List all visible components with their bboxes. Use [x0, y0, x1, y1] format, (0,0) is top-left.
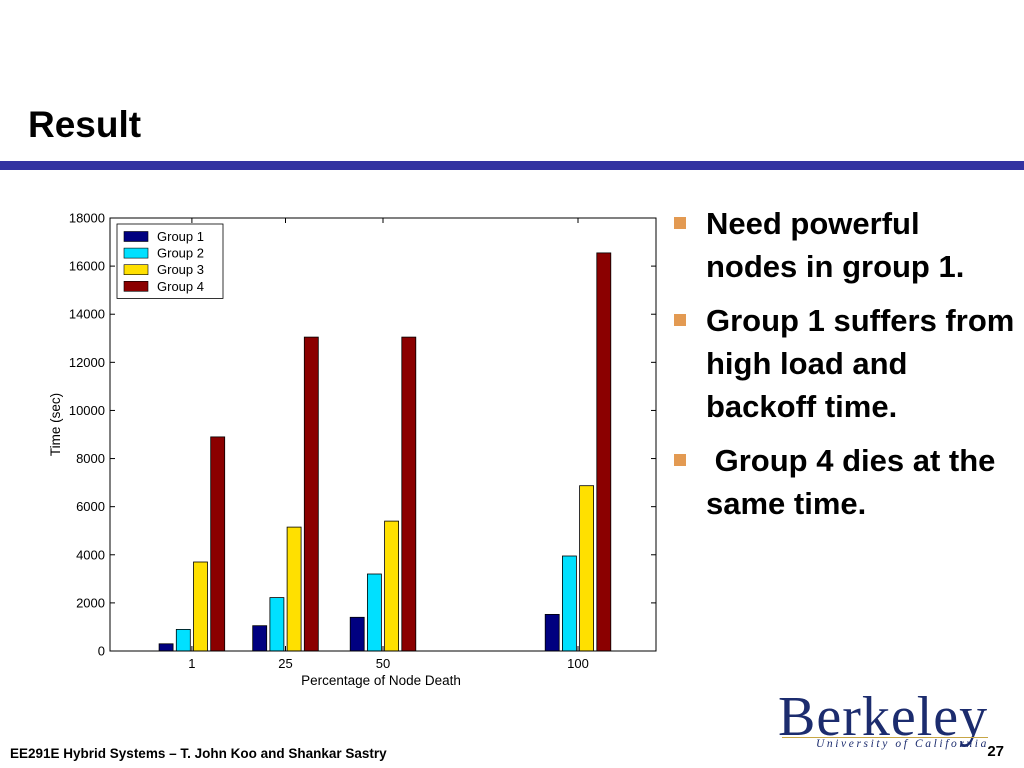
bullet-list: Need powerful nodes in group 1. Group 1 … [668, 202, 1018, 536]
legend-entry: Group 2 [157, 246, 204, 261]
bullet-text: Need powerful nodes in group 1. [706, 206, 965, 284]
y-tick-label: 12000 [69, 355, 105, 370]
bar-group-3-25 [286, 526, 302, 652]
logo-rule [782, 737, 988, 738]
legend-entry: Group 1 [157, 229, 204, 244]
bullet-item: Need powerful nodes in group 1. [668, 202, 1018, 288]
bar-group-2-100 [562, 555, 577, 652]
bar-group-4-50 [401, 336, 417, 652]
square-bullet-icon [674, 217, 686, 229]
slide-title: Result [28, 104, 142, 145]
bar-group-3-1 [193, 561, 208, 652]
bar-group-3-100 [579, 485, 594, 652]
y-tick-label: 16000 [69, 259, 105, 274]
bullet-text: Group 1 suffers from high load and backo… [706, 303, 1015, 424]
y-tick-label: 6000 [76, 499, 105, 514]
legend-swatch [123, 281, 149, 292]
bar-group-2-25 [269, 597, 285, 652]
x-tick-label: 50 [376, 656, 390, 671]
y-tick-label: 2000 [76, 595, 105, 610]
y-tick-label: 8000 [76, 451, 105, 466]
title-divider [0, 161, 1024, 170]
bar-group-3-50 [384, 520, 400, 652]
bar-chart: 0 2000 4000 6000 8000 10000 12000 14000 16000 180… [48, 211, 657, 688]
legend-swatch [123, 264, 149, 275]
bar-group-1-1 [158, 643, 174, 652]
bullet-item: Group 4 dies at the same time. [668, 439, 1018, 525]
bar-group-4-100 [596, 252, 612, 652]
bar-group-2-1 [175, 628, 191, 652]
page-number: 27 [987, 743, 1004, 760]
bar-group-4-25 [303, 336, 319, 652]
square-bullet-icon [674, 314, 686, 326]
bar-group-4-1 [210, 436, 226, 652]
legend-swatch [123, 231, 149, 242]
y-axis-label: Time (sec) [48, 393, 63, 456]
x-axis-label: Percentage of Node Death [301, 673, 461, 688]
y-tick-label: 18000 [69, 211, 105, 226]
square-bullet-icon [674, 454, 686, 466]
y-tick-label: 0 [98, 644, 105, 659]
footer-text: EE291E Hybrid Systems – T. John Koo and … [10, 746, 387, 761]
x-tick-label: 25 [278, 656, 292, 671]
legend-entry: Group 3 [157, 262, 204, 277]
bar-group-2-50 [366, 573, 382, 652]
x-tick-label: 100 [567, 656, 589, 671]
x-tick-label: 1 [188, 656, 195, 671]
berkeley-logo: Berkeley University of California [776, 686, 992, 756]
bullet-item: Group 1 suffers from high load and backo… [668, 299, 1018, 428]
legend-entry: Group 4 [157, 279, 204, 294]
bar-group-1-100 [544, 613, 560, 652]
bullet-text: Group 4 dies at the same time. [706, 443, 1005, 521]
logo-subtext: University of California [816, 738, 989, 750]
y-tick-label: 4000 [76, 547, 105, 562]
y-tick-label: 10000 [69, 403, 105, 418]
bar-group-1-50 [349, 616, 365, 652]
legend-swatch [123, 247, 149, 259]
bar-group-1-25 [252, 625, 268, 652]
y-tick-label: 14000 [69, 307, 105, 322]
